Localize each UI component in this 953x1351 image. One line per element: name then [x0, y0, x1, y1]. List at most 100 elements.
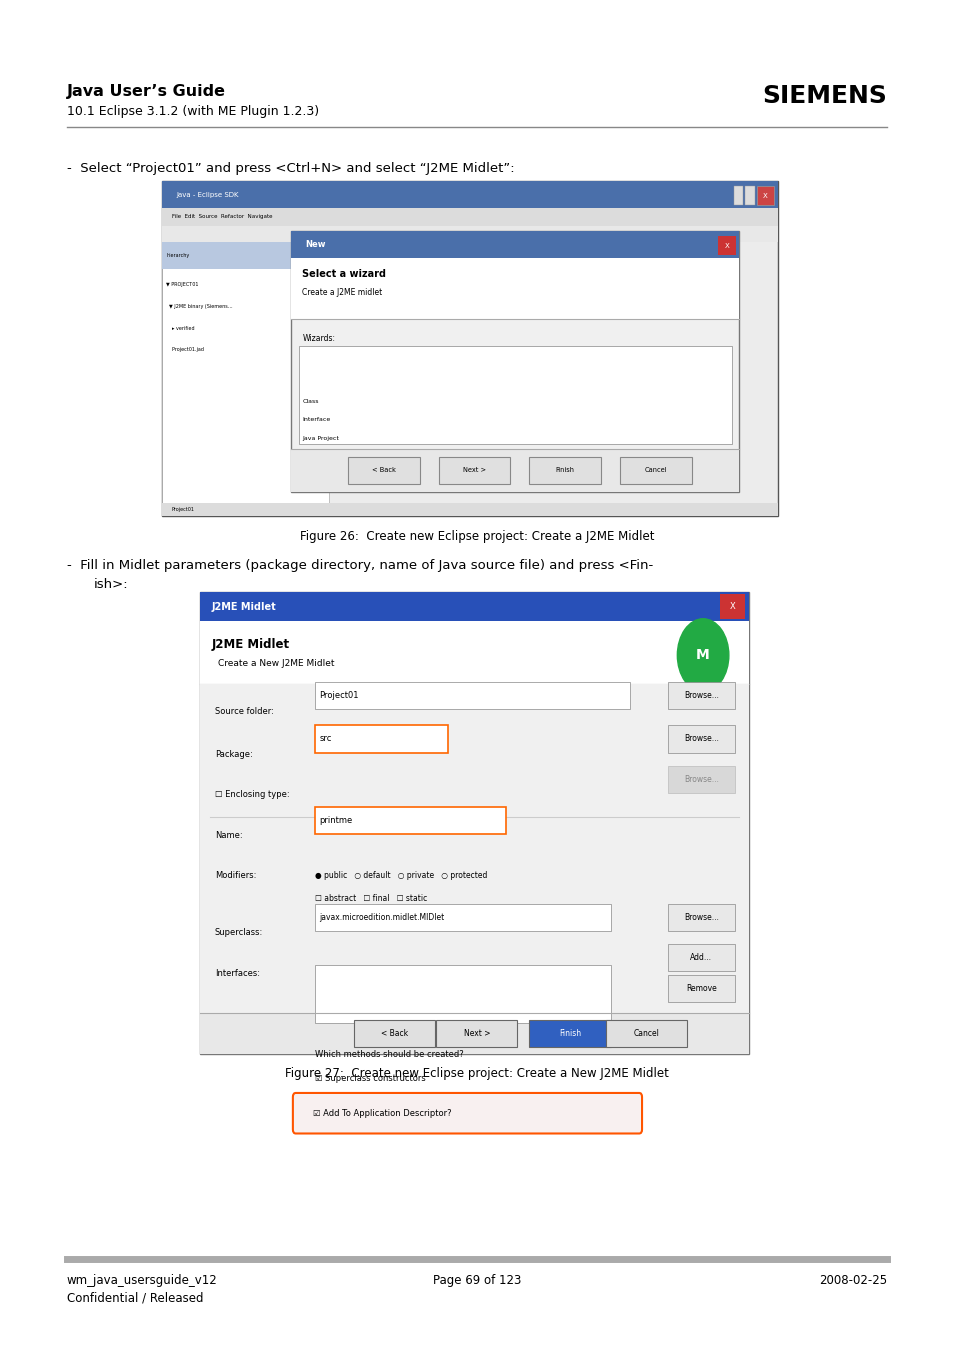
- Text: M: M: [696, 648, 709, 662]
- Text: Figure 26:  Create new Eclipse project: Create a J2ME Midlet: Figure 26: Create new Eclipse project: C…: [299, 530, 654, 543]
- FancyBboxPatch shape: [354, 1020, 435, 1047]
- FancyBboxPatch shape: [667, 944, 734, 971]
- FancyBboxPatch shape: [348, 457, 419, 484]
- Text: Next >: Next >: [463, 1029, 490, 1038]
- Text: SIEMENS: SIEMENS: [761, 84, 886, 108]
- Text: X: X: [724, 243, 728, 249]
- Text: ▼ J2ME binary (Siemens…: ▼ J2ME binary (Siemens…: [166, 304, 233, 309]
- Text: hierarchy: hierarchy: [167, 253, 190, 258]
- FancyBboxPatch shape: [200, 1013, 748, 1054]
- Text: Java Project: Java Project: [302, 436, 339, 442]
- Text: Browse...: Browse...: [683, 913, 718, 921]
- Text: ▸ verified: ▸ verified: [166, 326, 194, 331]
- FancyBboxPatch shape: [291, 231, 739, 492]
- Text: -  Fill in Midlet parameters (package directory, name of Java source file) and p: - Fill in Midlet parameters (package dir…: [67, 559, 653, 573]
- FancyBboxPatch shape: [314, 904, 610, 931]
- Text: Interface: Interface: [302, 417, 331, 423]
- Text: 2008-02-25: 2008-02-25: [819, 1274, 886, 1288]
- FancyBboxPatch shape: [667, 682, 734, 709]
- Text: Project01: Project01: [319, 692, 358, 700]
- Text: Browse...: Browse...: [683, 692, 718, 700]
- Text: Create a J2ME midlet: Create a J2ME midlet: [302, 288, 382, 297]
- FancyBboxPatch shape: [529, 457, 600, 484]
- FancyBboxPatch shape: [667, 975, 734, 1002]
- Text: ☐ Enclosing type:: ☐ Enclosing type:: [214, 790, 289, 800]
- FancyBboxPatch shape: [291, 449, 739, 492]
- Text: X: X: [729, 603, 735, 611]
- Text: Project01.jad: Project01.jad: [166, 347, 204, 353]
- Text: Project01: Project01: [172, 507, 194, 512]
- FancyBboxPatch shape: [162, 181, 777, 516]
- Text: wm_java_usersguide_v12: wm_java_usersguide_v12: [67, 1274, 217, 1288]
- Text: printme: printme: [319, 816, 353, 824]
- Text: New: New: [305, 240, 325, 249]
- Text: ☑ Add To Application Descriptor?: ☑ Add To Application Descriptor?: [313, 1109, 451, 1117]
- FancyBboxPatch shape: [291, 258, 739, 319]
- Text: ☑ Superclass constructors: ☑ Superclass constructors: [314, 1074, 425, 1084]
- FancyBboxPatch shape: [667, 904, 734, 931]
- Text: Next >: Next >: [462, 467, 486, 473]
- Text: Java User’s Guide: Java User’s Guide: [67, 84, 226, 99]
- Text: X: X: [762, 193, 766, 199]
- Text: ● public   ○ default   ○ private   ○ protected: ● public ○ default ○ private ○ protected: [314, 871, 487, 881]
- Text: Interfaces:: Interfaces:: [214, 969, 259, 978]
- Text: ▼ PROJECT01: ▼ PROJECT01: [166, 282, 198, 288]
- Text: Name:: Name:: [214, 831, 242, 840]
- FancyBboxPatch shape: [298, 346, 731, 444]
- FancyBboxPatch shape: [200, 684, 748, 1013]
- FancyBboxPatch shape: [200, 621, 748, 684]
- FancyBboxPatch shape: [314, 965, 610, 1023]
- FancyBboxPatch shape: [756, 186, 773, 205]
- FancyBboxPatch shape: [314, 682, 629, 709]
- Text: Package:: Package:: [214, 750, 253, 759]
- Text: ☑ Unimplemented abstract methods: ☑ Unimplemented abstract methods: [314, 1094, 469, 1104]
- Text: Finish: Finish: [558, 1029, 580, 1038]
- FancyBboxPatch shape: [667, 766, 734, 793]
- Text: javax.microedition.midlet.MIDlet: javax.microedition.midlet.MIDlet: [318, 913, 443, 921]
- Text: Class: Class: [302, 399, 318, 404]
- FancyBboxPatch shape: [200, 592, 748, 1054]
- Text: 10.1 Eclipse 3.1.2 (with ME Plugin 1.2.3): 10.1 Eclipse 3.1.2 (with ME Plugin 1.2.3…: [67, 105, 318, 119]
- FancyBboxPatch shape: [314, 807, 505, 834]
- FancyBboxPatch shape: [438, 457, 510, 484]
- FancyBboxPatch shape: [314, 725, 448, 753]
- Text: J2ME Midlet: J2ME Midlet: [212, 601, 276, 612]
- FancyBboxPatch shape: [162, 208, 777, 226]
- Text: src: src: [319, 735, 332, 743]
- Text: Select a wizard: Select a wizard: [302, 269, 386, 278]
- FancyBboxPatch shape: [293, 1093, 641, 1133]
- Text: File  Edit  Source  Refactor  Navigate: File Edit Source Refactor Navigate: [172, 213, 272, 219]
- FancyBboxPatch shape: [162, 181, 777, 208]
- Text: ish>:: ish>:: [93, 578, 128, 592]
- Text: Confidential / Released: Confidential / Released: [67, 1292, 203, 1305]
- Text: Which methods should be created?: Which methods should be created?: [314, 1050, 463, 1059]
- Text: < Back: < Back: [380, 1029, 408, 1038]
- Text: Remove: Remove: [685, 985, 716, 993]
- FancyBboxPatch shape: [720, 594, 744, 619]
- FancyBboxPatch shape: [718, 236, 735, 255]
- FancyBboxPatch shape: [162, 503, 777, 516]
- Text: -  Select “Project01” and press <Ctrl+N> and select “J2ME Midlet”:: - Select “Project01” and press <Ctrl+N> …: [67, 162, 514, 176]
- Text: Modifiers:: Modifiers:: [214, 871, 255, 881]
- FancyBboxPatch shape: [606, 1020, 686, 1047]
- FancyBboxPatch shape: [200, 592, 748, 621]
- FancyBboxPatch shape: [733, 186, 742, 205]
- Text: Cancel: Cancel: [644, 467, 666, 473]
- Text: < Back: < Back: [372, 467, 395, 473]
- FancyBboxPatch shape: [162, 242, 329, 269]
- Text: Browse...: Browse...: [683, 775, 718, 784]
- Text: Create a New J2ME Midlet: Create a New J2ME Midlet: [217, 659, 334, 669]
- Text: Java - Eclipse SDK: Java - Eclipse SDK: [176, 192, 239, 197]
- Text: Cancel: Cancel: [633, 1029, 659, 1038]
- FancyBboxPatch shape: [667, 725, 734, 753]
- Text: Wizards:: Wizards:: [302, 334, 335, 343]
- Text: Finish: Finish: [556, 467, 574, 473]
- FancyBboxPatch shape: [744, 186, 754, 205]
- Text: J2ME Midlet: J2ME Midlet: [212, 638, 290, 651]
- Text: ☐ abstract   ☐ final   ☐ static: ☐ abstract ☐ final ☐ static: [314, 894, 427, 904]
- Text: Add...: Add...: [689, 954, 712, 962]
- Text: Superclass:: Superclass:: [214, 928, 263, 938]
- FancyBboxPatch shape: [162, 226, 777, 242]
- FancyBboxPatch shape: [436, 1020, 517, 1047]
- FancyBboxPatch shape: [619, 457, 691, 484]
